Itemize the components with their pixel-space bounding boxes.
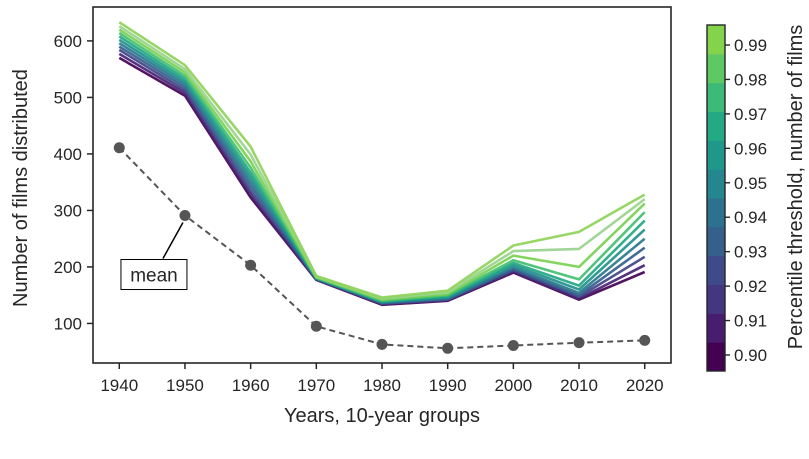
- annotation-text: mean: [130, 266, 178, 287]
- mean-point: [245, 259, 257, 271]
- threshold-line-0.96: [118, 35, 646, 303]
- y-tick-label: 600: [54, 32, 82, 51]
- x-tick-label: 1990: [429, 376, 467, 395]
- colorbar-segment: [707, 226, 725, 257]
- colorbar-frame: [706, 24, 726, 372]
- colorbar-segment: [707, 25, 725, 55]
- plot-area: mean 1940 1950 1960 1970 1980 1990 2000 2010 2020…: [54, 6, 672, 395]
- mean-point: [310, 320, 322, 332]
- colorbar-tick-label: 0.93: [734, 243, 767, 262]
- colorbar-segment: [707, 198, 725, 228]
- annotation-box: [120, 259, 188, 291]
- x-tick-label: 2020: [626, 376, 664, 395]
- colorbar-segment: [707, 82, 725, 112]
- colorbar-segment: [707, 53, 725, 84]
- x-axis-label: Years, 10-year groups: [284, 405, 480, 427]
- x-tick-label: 2000: [494, 376, 532, 395]
- y-tick-label: 300: [54, 201, 82, 220]
- mean-point: [639, 334, 651, 346]
- colorbar-tick-label: 0.90: [734, 346, 767, 365]
- mean-point: [573, 337, 585, 349]
- x-tick-label: 1980: [363, 376, 401, 395]
- colorbar-tick-label: 0.94: [734, 208, 767, 227]
- colorbar-tick-label: 0.96: [734, 139, 767, 158]
- x-tick-label: 1940: [100, 376, 138, 395]
- colorbar: 0.90 0.91 0.92 0.93 0.94 0.95 0.96 0.97 0.98 0.99: [706, 24, 767, 372]
- mean-point: [179, 210, 191, 222]
- y-axis-label: Number of films distributed: [10, 69, 32, 307]
- x-tick-label: 1960: [232, 376, 270, 395]
- colorbar-tick-label: 0.99: [734, 36, 767, 55]
- threshold-line-0.985: [118, 25, 646, 300]
- x-tick-label: 2010: [560, 376, 598, 395]
- colorbar-tick-label: 0.98: [734, 70, 767, 89]
- mean-line: [118, 147, 645, 350]
- colorbar-segment: [707, 342, 725, 372]
- colorbar-segment: [707, 169, 725, 199]
- x-tick-label: 1970: [297, 376, 335, 395]
- threshold-line-0.95: [118, 38, 646, 304]
- threshold-line-0.97: [118, 31, 646, 303]
- threshold-line-0.98: [118, 28, 646, 302]
- colorbar-tick-label: 0.97: [734, 105, 767, 124]
- colorbar-label: Percentile threshold, number of films: [785, 25, 807, 350]
- mean-point: [113, 142, 125, 154]
- colorbar-tick-label: 0.92: [734, 277, 767, 296]
- annotation-arrow: [162, 222, 184, 259]
- colorbar-segment: [707, 284, 725, 314]
- y-tick-label: 500: [54, 88, 82, 107]
- colorbar-segment: [707, 255, 725, 285]
- mean-point: [442, 342, 454, 354]
- y-tick-label: 400: [54, 145, 82, 164]
- colorbar-tick-label: 0.95: [734, 174, 767, 193]
- colorbar-tick-label: 0.91: [734, 312, 767, 331]
- mean-point: [376, 338, 388, 350]
- y-tick-label: 200: [54, 258, 82, 277]
- colorbar-segment: [707, 111, 725, 141]
- threshold-line-0.99: [118, 21, 646, 299]
- colorbar-segment: [707, 140, 725, 170]
- colorbar-segment: [707, 313, 725, 343]
- mean-point: [507, 339, 519, 351]
- y-tick-label: 100: [54, 314, 82, 333]
- x-tick-label: 1950: [166, 376, 204, 395]
